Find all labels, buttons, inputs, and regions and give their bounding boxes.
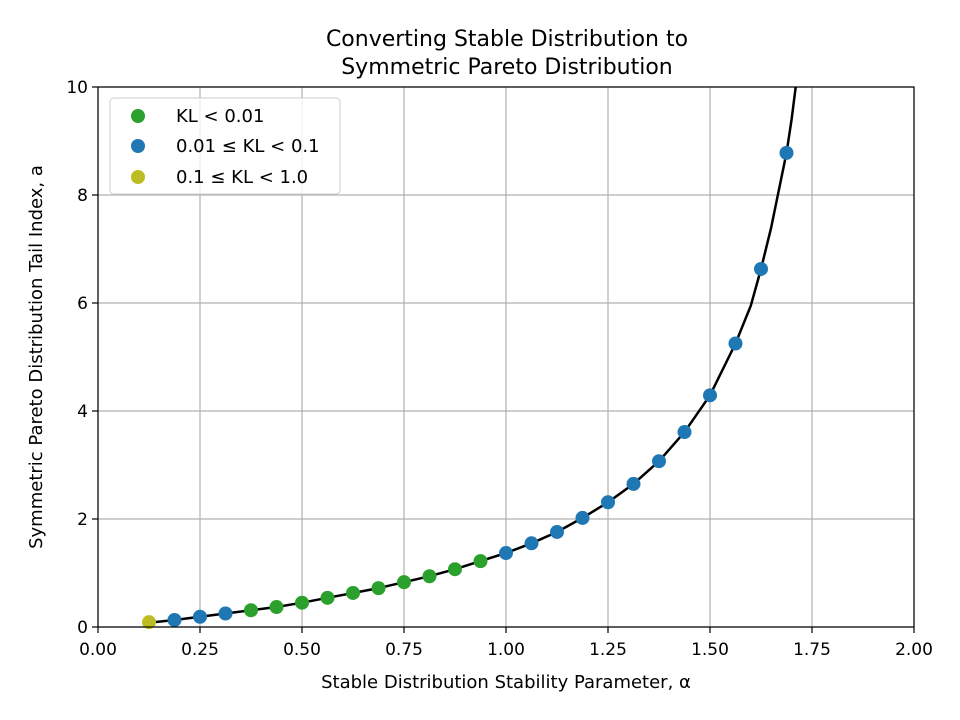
data-point-series-1 (448, 562, 462, 577)
data-point-series-1 (346, 585, 360, 600)
data-point-series-2 (575, 510, 590, 525)
x-tick-label: 1.00 (487, 640, 525, 660)
data-point-series-1 (244, 603, 258, 618)
chart-title-line-1: Converting Stable Distribution to (326, 27, 688, 52)
data-point-series-3 (142, 615, 156, 630)
y-tick-label: 2 (77, 510, 88, 530)
y-axis-label: Symmetric Pareto Distribution Tail Index… (26, 165, 47, 549)
x-tick-label: 0.25 (181, 640, 219, 660)
data-point-series-1 (320, 590, 335, 605)
data-point-series-2 (677, 425, 692, 440)
legend-label-2: 0.01 ≤ KL < 0.1 (176, 136, 320, 157)
legend-label-1: KL < 0.01 (176, 106, 264, 127)
data-points (142, 145, 794, 630)
y-tick-label: 6 (77, 294, 88, 314)
legend: KL < 0.01 0.01 ≤ KL < 0.1 0.1 ≤ KL < 1.0 (109, 97, 341, 195)
data-point-series-2 (626, 476, 641, 491)
data-point-series-2 (193, 609, 207, 624)
data-point-series-2 (499, 546, 513, 561)
x-tick-label: 0.75 (385, 640, 423, 660)
data-point-series-1 (295, 595, 309, 610)
data-point-series-2 (601, 495, 615, 510)
ticks: 0.00 0.25 0.50 0.75 1.00 1.25 1.50 1.75 2.00 0 2 4 6… (66, 78, 933, 660)
data-point-series-2 (524, 536, 539, 551)
x-tick-label: 1.25 (589, 640, 627, 660)
y-tick-label: 0 (77, 618, 88, 638)
data-point-series-1 (473, 554, 488, 569)
data-point-series-2 (550, 524, 564, 539)
legend-box (109, 97, 341, 195)
data-point-series-2 (779, 145, 794, 160)
data-point-series-2 (652, 454, 666, 469)
x-tick-label: 1.50 (691, 640, 729, 660)
data-point-series-2 (703, 388, 717, 403)
data-point-series-2 (728, 336, 743, 351)
data-point-series-1 (269, 600, 284, 615)
data-point-series-2 (167, 612, 182, 627)
data-point-series-1 (422, 569, 437, 584)
legend-label-3: 0.1 ≤ KL < 1.0 (176, 167, 308, 188)
x-axis-label: Stable Distribution Stability Parameter,… (321, 672, 691, 693)
chart-title-line-2: Symmetric Pareto Distribution (341, 55, 673, 80)
y-tick-label: 8 (77, 186, 88, 206)
legend-marker-3 (131, 170, 145, 184)
x-tick-label: 0.50 (283, 640, 321, 660)
x-tick-label: 1.75 (793, 640, 831, 660)
data-point-series-2 (754, 261, 768, 276)
y-tick-label: 4 (77, 402, 88, 422)
legend-marker-2 (131, 139, 145, 153)
data-point-series-2 (218, 606, 233, 621)
x-tick-label: 2.00 (895, 640, 933, 660)
x-tick-label: 0.00 (79, 640, 117, 660)
y-tick-label: 10 (66, 78, 88, 98)
legend-marker-1 (131, 109, 145, 123)
data-point-series-1 (371, 581, 386, 596)
data-point-series-1 (397, 575, 411, 590)
